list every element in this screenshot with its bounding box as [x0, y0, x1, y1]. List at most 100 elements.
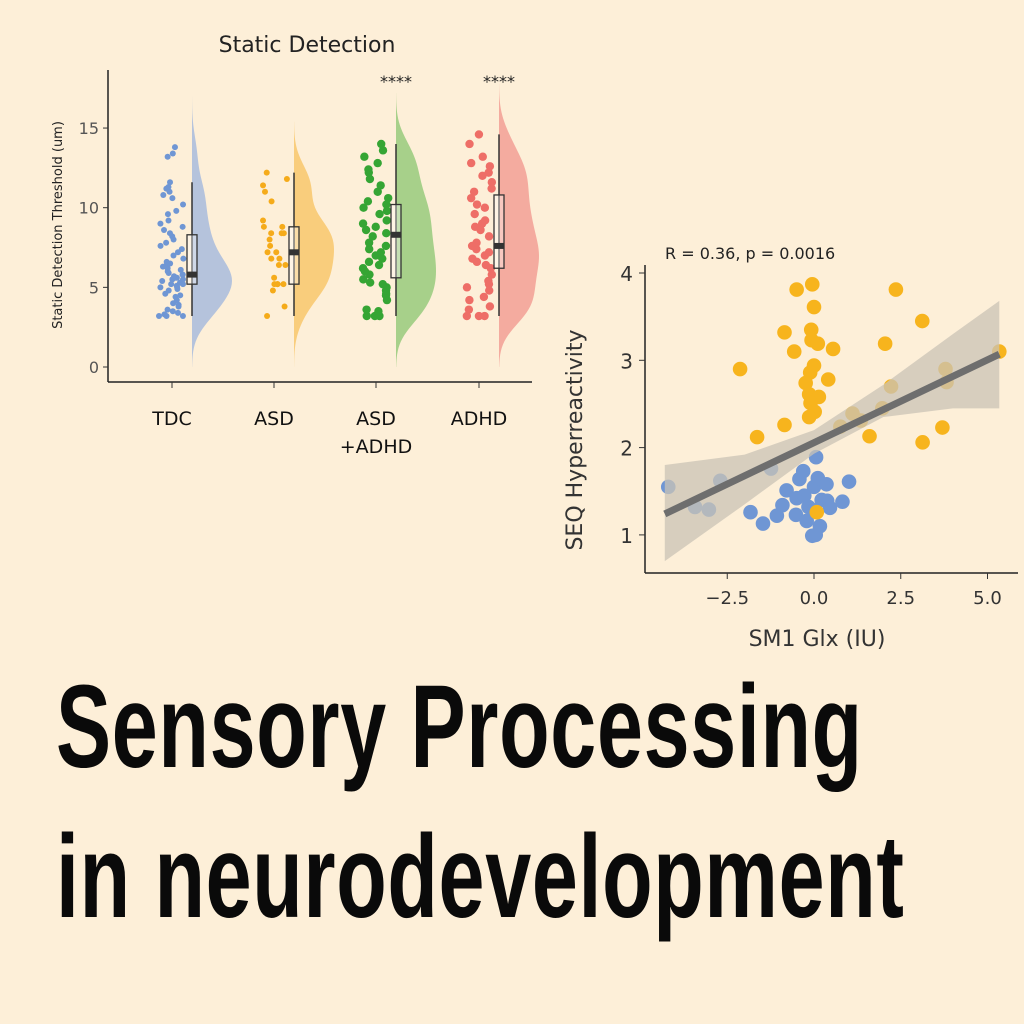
data-point	[161, 227, 168, 234]
data-point	[163, 239, 170, 246]
data-point	[373, 158, 382, 168]
x-tick-label: ADHD	[451, 408, 508, 430]
scatter-point	[862, 428, 877, 444]
data-point	[268, 255, 275, 262]
data-point	[358, 219, 368, 228]
data-point	[364, 244, 374, 254]
scatter-point	[877, 336, 893, 352]
scatter-point	[822, 500, 838, 516]
data-point	[470, 222, 480, 232]
data-point	[382, 216, 391, 225]
data-point	[478, 152, 487, 161]
right-x-axis-label: SM1 Glx (IU)	[749, 627, 886, 652]
headline-line-2: in neurodevelopment	[56, 811, 905, 943]
data-point	[487, 184, 496, 193]
data-point	[170, 252, 177, 259]
violin-2	[396, 93, 436, 367]
scatter-point	[820, 372, 836, 387]
scatter-point	[804, 277, 820, 292]
data-point	[276, 255, 283, 262]
data-point	[375, 209, 384, 219]
scatter-point	[810, 336, 826, 352]
data-point	[470, 209, 479, 219]
data-point	[364, 165, 373, 174]
data-point	[360, 152, 369, 161]
data-point	[487, 178, 497, 187]
data-point	[179, 313, 186, 320]
data-point	[165, 287, 172, 294]
data-point	[382, 200, 391, 209]
x-tick-label: 0.0	[800, 588, 829, 609]
data-point	[260, 182, 267, 189]
data-point	[364, 238, 374, 247]
headline-line-1: Sensory Processing	[56, 661, 863, 793]
data-point	[264, 249, 271, 256]
data-point	[377, 139, 386, 149]
data-point	[268, 230, 275, 237]
data-point	[173, 207, 180, 214]
data-point	[260, 223, 267, 230]
data-point	[472, 200, 482, 209]
glx-scatter-chart: R = 0.36, p = 0.0016 SEQ Hyperreactivity…	[563, 244, 1018, 652]
x-tick-label: −2.5	[705, 588, 749, 609]
data-point	[175, 301, 182, 308]
data-point	[179, 223, 186, 230]
data-point	[359, 203, 368, 212]
x-tick-label-line2: +ADHD	[340, 436, 412, 458]
data-point	[376, 181, 385, 190]
data-point	[177, 266, 184, 273]
data-point	[159, 277, 166, 284]
scatter-point	[796, 488, 812, 503]
data-point	[172, 293, 179, 300]
scatter-point	[749, 429, 765, 445]
left-y-axis-label: Static Detection Threshold (um)	[51, 121, 66, 329]
box	[186, 234, 198, 285]
data-point	[466, 158, 476, 168]
data-point	[465, 139, 474, 149]
scatter-point	[775, 497, 790, 513]
y-tick-label: 10	[79, 199, 99, 218]
data-point	[478, 171, 487, 181]
data-point	[359, 275, 368, 284]
data-point	[481, 260, 491, 270]
data-point	[160, 191, 167, 198]
x-tick-label: TDC	[151, 408, 192, 430]
data-point	[169, 150, 176, 157]
data-point	[169, 308, 176, 315]
data-point	[479, 292, 489, 302]
data-point	[266, 236, 273, 243]
data-point	[167, 179, 174, 186]
data-point	[164, 211, 171, 218]
data-point	[378, 254, 387, 263]
data-point	[362, 305, 371, 314]
data-point	[268, 198, 275, 205]
data-point	[260, 217, 267, 224]
scatter-point	[795, 463, 811, 479]
data-point	[165, 183, 172, 190]
data-point	[365, 278, 375, 287]
scatter-point	[786, 344, 802, 359]
y-tick-label: 3	[620, 349, 633, 373]
data-point	[165, 217, 172, 224]
data-point	[378, 146, 388, 155]
data-point	[363, 197, 373, 206]
data-point	[280, 281, 287, 288]
data-point	[180, 276, 187, 283]
data-point	[280, 230, 287, 237]
scatter-point	[803, 322, 819, 338]
data-point	[365, 174, 375, 184]
data-point	[371, 222, 380, 232]
data-point	[382, 206, 392, 216]
data-point	[374, 260, 384, 270]
data-point	[480, 216, 490, 225]
data-point	[462, 283, 472, 292]
scatter-point	[819, 476, 834, 492]
data-point	[282, 262, 289, 269]
data-point	[469, 187, 479, 196]
scatter-point	[789, 282, 804, 297]
data-point	[368, 232, 377, 241]
data-point	[468, 254, 477, 263]
scatter-point	[732, 361, 748, 377]
y-tick-label: 4	[620, 262, 633, 286]
scatter-point	[825, 341, 841, 357]
